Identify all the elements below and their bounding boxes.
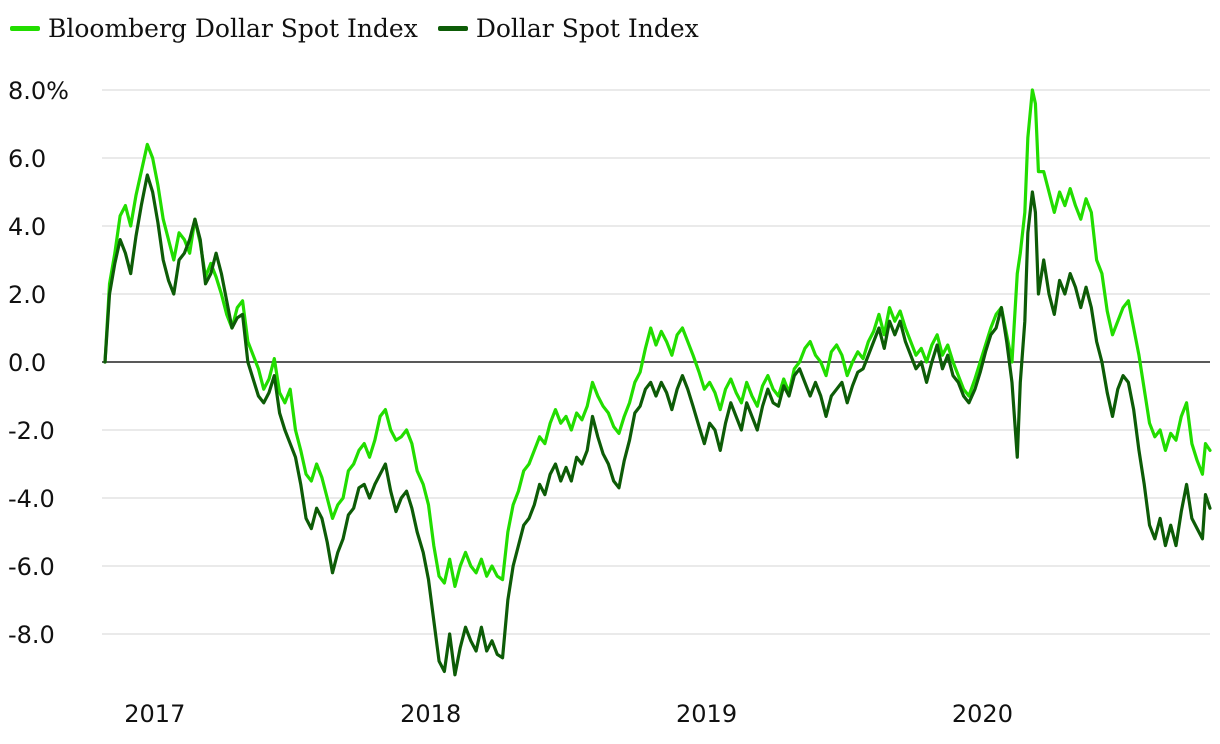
- series-line-dollar-spot-index: [103, 173, 1212, 677]
- y-tick-label: 8.0%: [8, 77, 69, 105]
- x-tick-label: 2020: [952, 700, 1013, 728]
- y-tick-label: -6.0: [8, 553, 55, 581]
- legend-label-bloomberg: Bloomberg Dollar Spot Index: [48, 14, 418, 43]
- chart-legend: Bloomberg Dollar Spot Index Dollar Spot …: [10, 14, 719, 43]
- y-tick-label: -8.0: [8, 621, 55, 649]
- y-tick-label: -2.0: [8, 417, 55, 445]
- legend-label-dollar-spot: Dollar Spot Index: [475, 14, 699, 43]
- legend-swatch-bloomberg: [10, 26, 40, 31]
- legend-swatch-dollar-spot: [437, 26, 468, 31]
- y-tick-label: 0.0: [8, 349, 46, 377]
- x-axis-ticks: 2017 2018 2019 2020: [124, 700, 1013, 728]
- series-line-bloomberg-dollar-spot-index: [103, 88, 1212, 588]
- x-tick-label: 2017: [124, 700, 185, 728]
- legend-item-dollar-spot: Dollar Spot Index: [437, 14, 699, 43]
- y-tick-label: 4.0: [8, 213, 46, 241]
- series-lines: [103, 88, 1212, 677]
- legend-item-bloomberg: Bloomberg Dollar Spot Index: [10, 14, 418, 43]
- x-tick-label: 2019: [676, 700, 737, 728]
- grid-lines: [102, 89, 1210, 635]
- y-tick-label: -4.0: [8, 485, 55, 513]
- y-axis-ticks: 8.0% 6.0 4.0 2.0 0.0 -2.0 -4.0 -6.0 -8.0: [8, 77, 69, 649]
- y-tick-label: 6.0: [8, 145, 46, 173]
- y-tick-label: 2.0: [8, 281, 46, 309]
- x-tick-label: 2018: [400, 700, 461, 728]
